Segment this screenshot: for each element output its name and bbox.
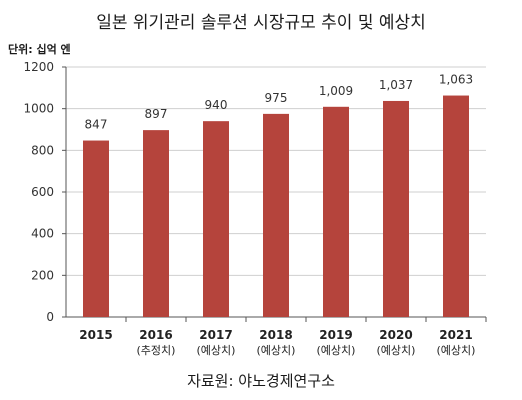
x-tick-note-2019: (예상치): [317, 344, 356, 357]
x-tick-label-2021: 2021: [439, 328, 472, 342]
bar-2018: [263, 113, 289, 317]
source-note: 자료원: 야노경제연구소: [187, 372, 335, 390]
x-tick-note-2021: (예상치): [437, 344, 476, 357]
x-tick-note-2017: (예상치): [197, 344, 236, 357]
data-label-2020: 1,037: [379, 78, 413, 92]
bar-2020: [383, 100, 409, 317]
x-tick-label-2020: 2020: [379, 328, 412, 342]
data-label-2019: 1,009: [319, 84, 353, 98]
data-label-2021: 1,063: [439, 73, 473, 87]
x-tick-label-2017: 2017: [199, 328, 232, 342]
x-tick-note-2018: (예상치): [257, 344, 296, 357]
y-tick-label: 1200: [23, 60, 54, 74]
data-label-2017: 940: [205, 98, 228, 112]
y-tick-label: 400: [31, 227, 54, 241]
x-tick-label-2015: 2015: [79, 328, 112, 342]
data-label-2016: 897: [145, 107, 168, 121]
bar-2016: [143, 130, 169, 317]
y-axis-ticks: 0 200 400 600 800 1000 1200: [23, 60, 54, 324]
bar-2017: [203, 121, 229, 318]
bar-chart: 0 200 400 600 800 1000 1200 847 897 940 975 1,009 1…: [23, 60, 487, 357]
x-tick-note-2020: (예상치): [377, 344, 416, 357]
x-tick-note-2016: (추정치): [137, 344, 176, 357]
bars: 847 897 940 975 1,009 1,037 1,063: [83, 73, 473, 318]
y-tick-label: 800: [31, 143, 54, 157]
bar-2021: [443, 95, 469, 318]
bar-2019: [323, 106, 349, 318]
y-tick-label: 0: [46, 310, 54, 324]
x-axis-labels: 2015 2016 (추정치) 2017 (예상치) 2018 (예상치) 2019 (예상치)…: [79, 317, 487, 357]
data-label-2018: 975: [265, 91, 288, 105]
y-tick-label: 600: [31, 185, 54, 199]
data-label-2015: 847: [85, 118, 108, 132]
y-tick-label: 1000: [23, 102, 54, 116]
gridlines: [62, 66, 486, 318]
chart-title: 일본 위기관리 솔루션 시장규모 추이 및 예상치: [96, 13, 426, 33]
unit-label: 단위: 십억 엔: [8, 43, 71, 56]
x-tick-label-2016: 2016: [139, 328, 172, 342]
bar-2015: [83, 140, 109, 317]
y-tick-label: 200: [31, 268, 54, 282]
x-tick-label-2018: 2018: [259, 328, 292, 342]
x-tick-label-2019: 2019: [319, 328, 352, 342]
